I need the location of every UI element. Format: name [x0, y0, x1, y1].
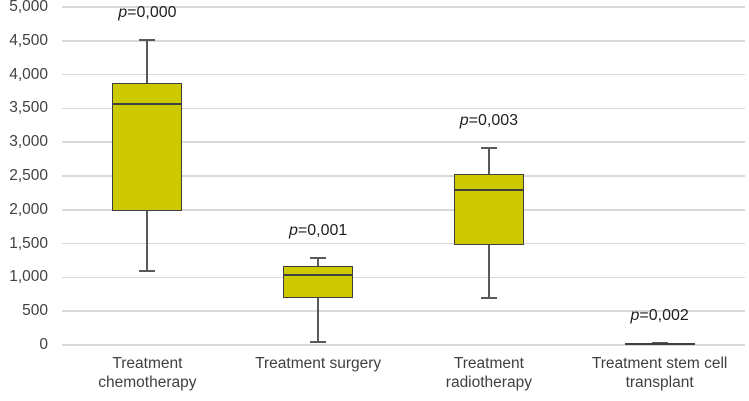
box-3 — [453, 173, 524, 246]
gridline — [62, 107, 745, 110]
x-axis-label-text: Treatment radiotherapy — [445, 355, 532, 391]
y-tick-label: 500 — [22, 302, 48, 320]
lower-whisker-cap — [480, 296, 497, 299]
y-tick-label: 1,000 — [9, 268, 48, 286]
upper-whisker-cap — [310, 257, 327, 260]
median-line — [283, 273, 354, 276]
p-value-label: p=0,003 — [459, 112, 519, 130]
x-axis-label: Treatment chemotherapy — [62, 354, 233, 392]
median-line — [624, 342, 695, 345]
x-axis-label-text: Treatment stem cell transplant — [591, 355, 728, 391]
gridline — [62, 6, 745, 8]
median-line — [453, 189, 524, 192]
lower-whisker — [487, 245, 490, 298]
p-value-label: p=0,001 — [288, 222, 348, 240]
gridline — [62, 40, 745, 42]
y-tick-label: 1,500 — [9, 234, 48, 252]
box-2 — [283, 265, 354, 299]
y-tick-label: 2,000 — [9, 200, 48, 218]
upper-whisker — [317, 258, 320, 266]
gridline — [62, 276, 745, 279]
upper-whisker-cap — [480, 147, 497, 150]
lower-whisker-cap — [139, 269, 156, 272]
y-tick-label: 4,000 — [9, 65, 48, 83]
y-tick-label: 3,500 — [9, 99, 48, 117]
box-1 — [112, 83, 183, 212]
gridline — [62, 344, 745, 346]
y-tick-label: 5,000 — [9, 0, 48, 15]
p-value-label: p=0,000 — [118, 4, 177, 22]
x-axis-label: Treatment stem cell transplant — [574, 354, 745, 392]
y-tick-label: 0 — [39, 336, 48, 353]
y-tick-label: 3,000 — [9, 133, 48, 151]
lower-whisker — [146, 211, 149, 271]
upper-whisker-cap — [139, 39, 156, 42]
x-axis-label: Treatment radiotherapy — [404, 354, 575, 392]
y-tick-label: 2,500 — [9, 167, 48, 184]
gridline — [62, 242, 745, 245]
gridline — [62, 73, 745, 76]
median-line — [112, 103, 183, 106]
x-axis-label-text: Treatment chemotherapy — [98, 355, 197, 391]
gridline — [62, 310, 745, 312]
upper-whisker — [487, 148, 490, 174]
gridline — [62, 141, 745, 143]
lower-whisker-cap — [310, 340, 327, 343]
lower-whisker — [317, 298, 320, 342]
upper-whisker — [146, 40, 149, 84]
y-tick-label: 4,500 — [9, 31, 48, 49]
p-value-label: p=0,002 — [630, 306, 689, 324]
x-axis-label: Treatment surgery — [233, 354, 404, 373]
gridline — [62, 209, 745, 211]
x-axis-label-text: Treatment surgery — [255, 355, 382, 372]
gridline — [62, 175, 745, 177]
